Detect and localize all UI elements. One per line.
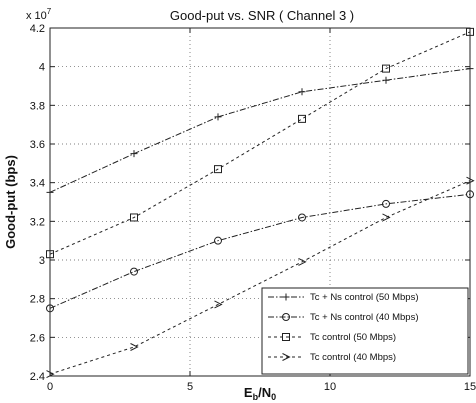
series-1-point <box>130 150 138 158</box>
legend: Tc + Ns control (50 Mbps) Tc + Ns contro… <box>261 287 469 375</box>
series-2-point <box>382 199 390 208</box>
x-label-sub2: 0 <box>271 392 276 402</box>
x-tick-label: 10 <box>324 381 336 393</box>
series-1-point <box>214 113 222 121</box>
y-axis-label: Good-put (bps) <box>3 155 18 249</box>
series-2-point <box>214 236 222 245</box>
legend-box <box>261 287 469 375</box>
legend-marker-2 <box>282 313 290 321</box>
series-3-point <box>130 213 138 222</box>
y-tick-label: 3 <box>39 255 45 267</box>
y-scale-exponent: 7 <box>47 7 52 16</box>
series-1-point <box>298 88 306 96</box>
x-label-slash: /N <box>258 385 271 400</box>
x-label-main: E <box>244 385 253 400</box>
axis-ticks: 0 5 10 15 2.4 2.6 2.8 3 3.2 3.4 3.6 3.8 4 4.2 <box>30 23 476 393</box>
series-3-point <box>214 165 222 174</box>
legend-label-4: Tc control (40 Mbps) <box>310 352 396 363</box>
legend-marker-4 <box>282 353 291 361</box>
plot-frame <box>49 27 471 377</box>
legend-label-3: Tc control (50 Mbps) <box>310 332 396 343</box>
y-tick-label: 3.4 <box>30 178 45 190</box>
y-tick-label: 4 <box>39 62 45 74</box>
y-tick-label: 2.6 <box>30 332 45 344</box>
series-line-4 <box>49 180 471 375</box>
y-tick-label: 4.2 <box>30 23 45 35</box>
x-tick-label: 5 <box>187 381 193 393</box>
series-2-point <box>130 267 138 276</box>
series-4-point <box>130 343 139 351</box>
series-4-point <box>298 257 307 266</box>
y-scale-label: x 107 <box>26 7 52 22</box>
series-2-point <box>298 213 306 222</box>
x-tick-label: 15 <box>464 381 476 393</box>
x-label-sub1: b <box>253 392 259 402</box>
series-4-point <box>214 300 223 309</box>
y-tick-label: 3.8 <box>30 100 45 112</box>
legend-samples <box>268 293 304 361</box>
legend-marker-3 <box>282 333 290 341</box>
y-tick-label: 3.2 <box>30 216 45 228</box>
series-3-point <box>382 64 390 73</box>
y-scale-prefix: x 10 <box>26 10 47 22</box>
series-line-3 <box>49 31 471 255</box>
series-line-1 <box>49 68 471 193</box>
series-3-point <box>298 114 306 123</box>
series-4-point <box>46 370 55 379</box>
chart-title: Good-put vs. SNR ( Channel 3 ) <box>170 8 354 23</box>
y-tick-label: 2.4 <box>30 371 45 383</box>
series-4-point <box>382 213 391 222</box>
legend-label-2: Tc + Ns control (40 Mbps) <box>310 312 419 323</box>
y-tick-label: 2.8 <box>30 294 45 306</box>
x-tick-label: 0 <box>47 381 53 393</box>
x-axis-label: Eb/N0 <box>244 385 276 402</box>
legend-marker-1 <box>282 293 290 301</box>
legend-label-1: Tc + Ns control (50 Mbps) <box>310 292 419 303</box>
series-1-point <box>382 76 390 84</box>
y-tick-label: 3.6 <box>30 139 45 151</box>
